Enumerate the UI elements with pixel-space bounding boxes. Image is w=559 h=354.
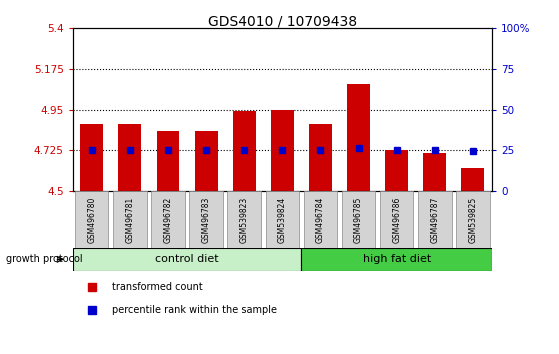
- Bar: [385, 150, 408, 191]
- Bar: [228, 191, 261, 248]
- Text: GSM496786: GSM496786: [392, 196, 401, 243]
- Bar: [195, 131, 217, 191]
- Text: transformed count: transformed count: [112, 282, 203, 292]
- Text: high fat diet: high fat diet: [362, 254, 431, 264]
- Bar: [113, 191, 146, 248]
- Bar: [342, 191, 375, 248]
- Bar: [190, 191, 223, 248]
- Text: GSM496783: GSM496783: [202, 196, 211, 243]
- Bar: [271, 110, 293, 191]
- Bar: [309, 124, 332, 191]
- Text: GSM539823: GSM539823: [240, 196, 249, 242]
- Bar: [80, 124, 103, 191]
- Bar: [423, 153, 446, 191]
- Bar: [301, 248, 492, 271]
- Text: GSM539825: GSM539825: [468, 196, 477, 242]
- Bar: [304, 191, 337, 248]
- Text: GSM496784: GSM496784: [316, 196, 325, 243]
- Bar: [157, 131, 179, 191]
- Text: GSM496782: GSM496782: [163, 196, 173, 242]
- Bar: [347, 84, 370, 191]
- Bar: [75, 191, 108, 248]
- Bar: [73, 248, 301, 271]
- Bar: [456, 191, 490, 248]
- Text: GSM539824: GSM539824: [278, 196, 287, 242]
- Text: GSM496780: GSM496780: [87, 196, 96, 243]
- Text: control diet: control diet: [155, 254, 219, 264]
- Bar: [233, 111, 255, 191]
- Text: GDS4010 / 10709438: GDS4010 / 10709438: [208, 14, 357, 28]
- Bar: [151, 191, 184, 248]
- Bar: [461, 168, 484, 191]
- Text: GSM496787: GSM496787: [430, 196, 439, 243]
- Text: growth protocol: growth protocol: [6, 254, 82, 264]
- Bar: [119, 124, 141, 191]
- Text: GSM496785: GSM496785: [354, 196, 363, 243]
- Text: GSM496781: GSM496781: [125, 196, 134, 242]
- Bar: [266, 191, 299, 248]
- Text: percentile rank within the sample: percentile rank within the sample: [112, 305, 277, 315]
- Bar: [380, 191, 414, 248]
- Bar: [418, 191, 452, 248]
